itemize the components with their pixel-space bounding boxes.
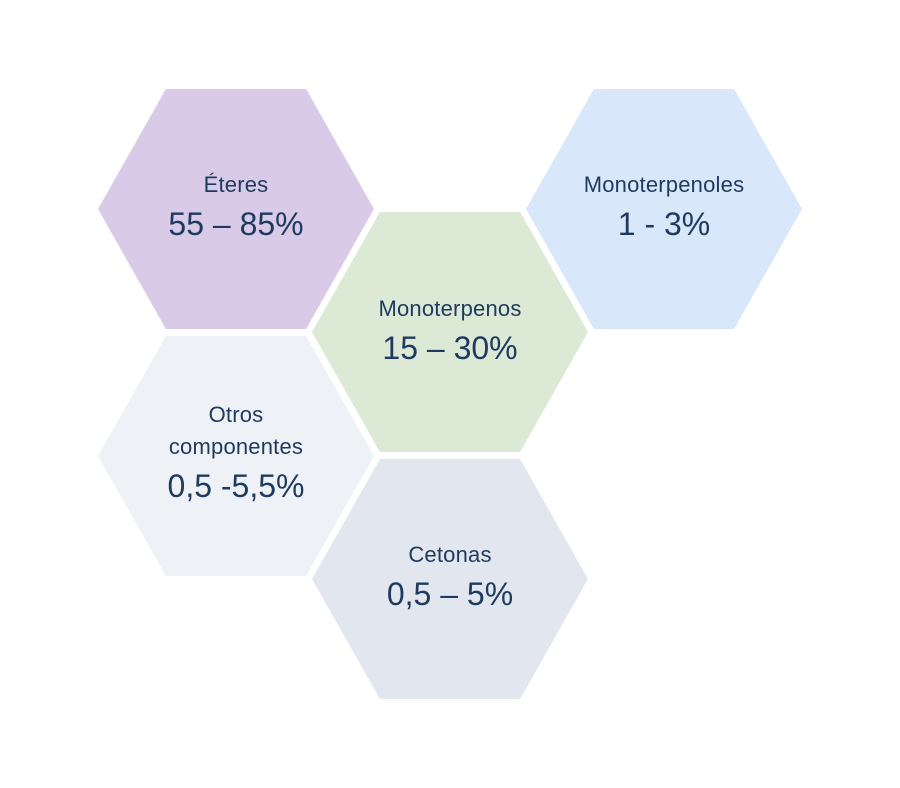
hexagon-cetonas bbox=[312, 459, 588, 699]
hexagon-monoterpenoles bbox=[526, 89, 802, 329]
monoterpenos-value: 15 – 30% bbox=[382, 330, 518, 366]
hexagon-otros-componentes-text: Otros componentes 0,5 -5,5% bbox=[98, 399, 374, 507]
monoterpenoles-value: 1 - 3% bbox=[617, 206, 711, 242]
hexagon-eteres bbox=[98, 89, 374, 329]
hexagon-monoterpenos bbox=[312, 212, 588, 452]
hexagon-cetonas-text: Cetonas 0,5 – 5% bbox=[312, 539, 588, 615]
eteres-label: Éteres bbox=[203, 172, 269, 197]
hexagon-otros-componentes bbox=[98, 336, 374, 576]
cetonas-label: Cetonas bbox=[408, 542, 492, 567]
otros-label-line1: Otros bbox=[208, 402, 264, 427]
monoterpenos-label: Monoterpenos bbox=[378, 296, 522, 321]
otros-label-line2: componentes bbox=[168, 434, 304, 459]
hexagon-eteres-text: Éteres 55 – 85% bbox=[98, 169, 374, 245]
cetonas-value: 0,5 – 5% bbox=[386, 576, 514, 612]
hexagon-monoterpenos-text: Monoterpenos 15 – 30% bbox=[312, 293, 588, 369]
monoterpenoles-label: Monoterpenoles bbox=[583, 172, 745, 197]
eteres-value: 55 – 85% bbox=[168, 206, 304, 242]
hexagon-monoterpenoles-text: Monoterpenoles 1 - 3% bbox=[526, 169, 802, 245]
otros-value: 0,5 -5,5% bbox=[167, 468, 305, 504]
